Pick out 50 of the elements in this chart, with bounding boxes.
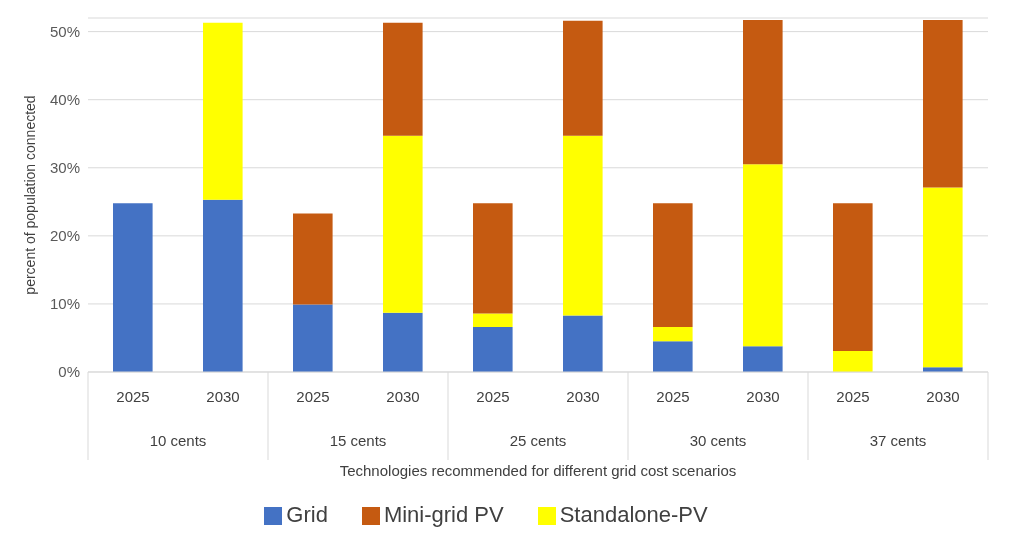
text: 10 cents	[149, 432, 207, 449]
bar	[293, 213, 333, 305]
bar	[383, 135, 423, 313]
bar	[473, 327, 513, 372]
text: 30 cents	[689, 432, 747, 449]
legend-label: Grid	[286, 502, 328, 527]
x-tick-label: 2030	[206, 388, 240, 405]
x-tick-label: 2025	[476, 388, 510, 405]
x-tick-label: 2030	[386, 388, 420, 405]
y-tick-label: 0%	[58, 363, 80, 381]
text: 15 cents	[329, 432, 387, 449]
bar	[383, 22, 423, 136]
bar	[743, 164, 783, 347]
bar	[653, 203, 693, 328]
bar	[833, 203, 873, 351]
bar	[473, 313, 513, 328]
x-tick-label: 2030	[566, 388, 600, 405]
bar	[203, 22, 243, 200]
legend-label: Mini-grid PV	[383, 502, 504, 527]
bar	[563, 315, 603, 372]
x-tick-label: 2030	[746, 388, 780, 405]
y-tick-label: 40%	[49, 91, 80, 109]
text: 25 cents	[509, 432, 567, 449]
bar	[383, 312, 423, 372]
x-tick-label: 2025	[296, 388, 330, 405]
bar	[473, 203, 513, 314]
bar	[653, 341, 693, 372]
y-tick-label: 20%	[49, 227, 80, 245]
legend-label: Standalone-PV	[559, 502, 708, 527]
bar	[563, 135, 603, 316]
bar	[833, 350, 873, 372]
y-tick-label: 10%	[49, 295, 80, 313]
bar	[293, 304, 333, 372]
bar	[203, 199, 243, 372]
bar	[743, 20, 783, 165]
x-tick-label: 2030	[926, 388, 960, 405]
y-axis-title: percent of population connected	[21, 95, 38, 295]
bar	[743, 346, 783, 372]
x-axis-title: Technologies recommended for different grid cost scenarios	[339, 462, 737, 479]
text: 37 cents	[869, 432, 927, 449]
bar	[563, 20, 603, 136]
y-tick-label: 30%	[49, 159, 80, 177]
bar	[923, 20, 963, 188]
bar	[113, 203, 153, 372]
bar	[653, 327, 693, 342]
x-tick-label: 2025	[656, 388, 690, 405]
x-tick-label: 2025	[836, 388, 870, 405]
bar	[923, 187, 963, 368]
y-tick-label: 50%	[49, 22, 80, 40]
x-tick-label: 2025	[116, 388, 150, 405]
